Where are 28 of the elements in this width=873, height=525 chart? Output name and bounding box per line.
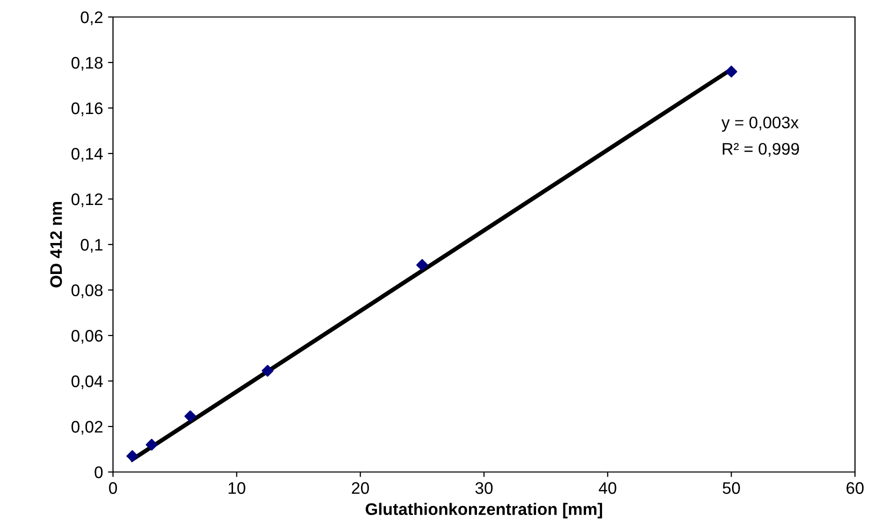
y-tick-label: 0,04	[71, 375, 103, 390]
x-tick-label: 60	[846, 482, 864, 494]
point	[262, 364, 274, 377]
point	[725, 66, 738, 78]
point	[416, 259, 428, 271]
y-tick-label: 0,2	[80, 11, 102, 26]
point	[126, 450, 138, 462]
x-axis-title: Glutathionkonzentration [mm]	[366, 502, 602, 518]
x-tick-label: 50	[722, 482, 740, 494]
x-tick-label: 40	[598, 482, 616, 494]
point	[146, 438, 158, 451]
point	[184, 410, 196, 422]
annotation: y = 0,003x	[721, 116, 799, 132]
x-tick-label: 30	[475, 482, 493, 494]
x-tick-label: 0	[109, 482, 117, 494]
y-tick-label: 0,02	[71, 420, 102, 435]
y-tick-label: 0,18	[71, 56, 103, 71]
y-tick-label: 0,1	[80, 238, 102, 253]
y-tick-label: 0	[94, 466, 103, 478]
y-axis-title: OD 412 nm	[50, 202, 62, 288]
y-tick-label: 0,14	[71, 148, 103, 162]
y-tick-label: 0,12	[71, 193, 102, 208]
y-tick-label: 0,16	[71, 102, 103, 116]
annotation: R² = 0,999	[722, 142, 799, 157]
x-tick-label: 10	[228, 482, 246, 494]
y-tick-label: 0,06	[71, 330, 103, 344]
y-tick-label: 0,08	[71, 284, 103, 298]
x-tick-label: 20	[352, 482, 369, 494]
